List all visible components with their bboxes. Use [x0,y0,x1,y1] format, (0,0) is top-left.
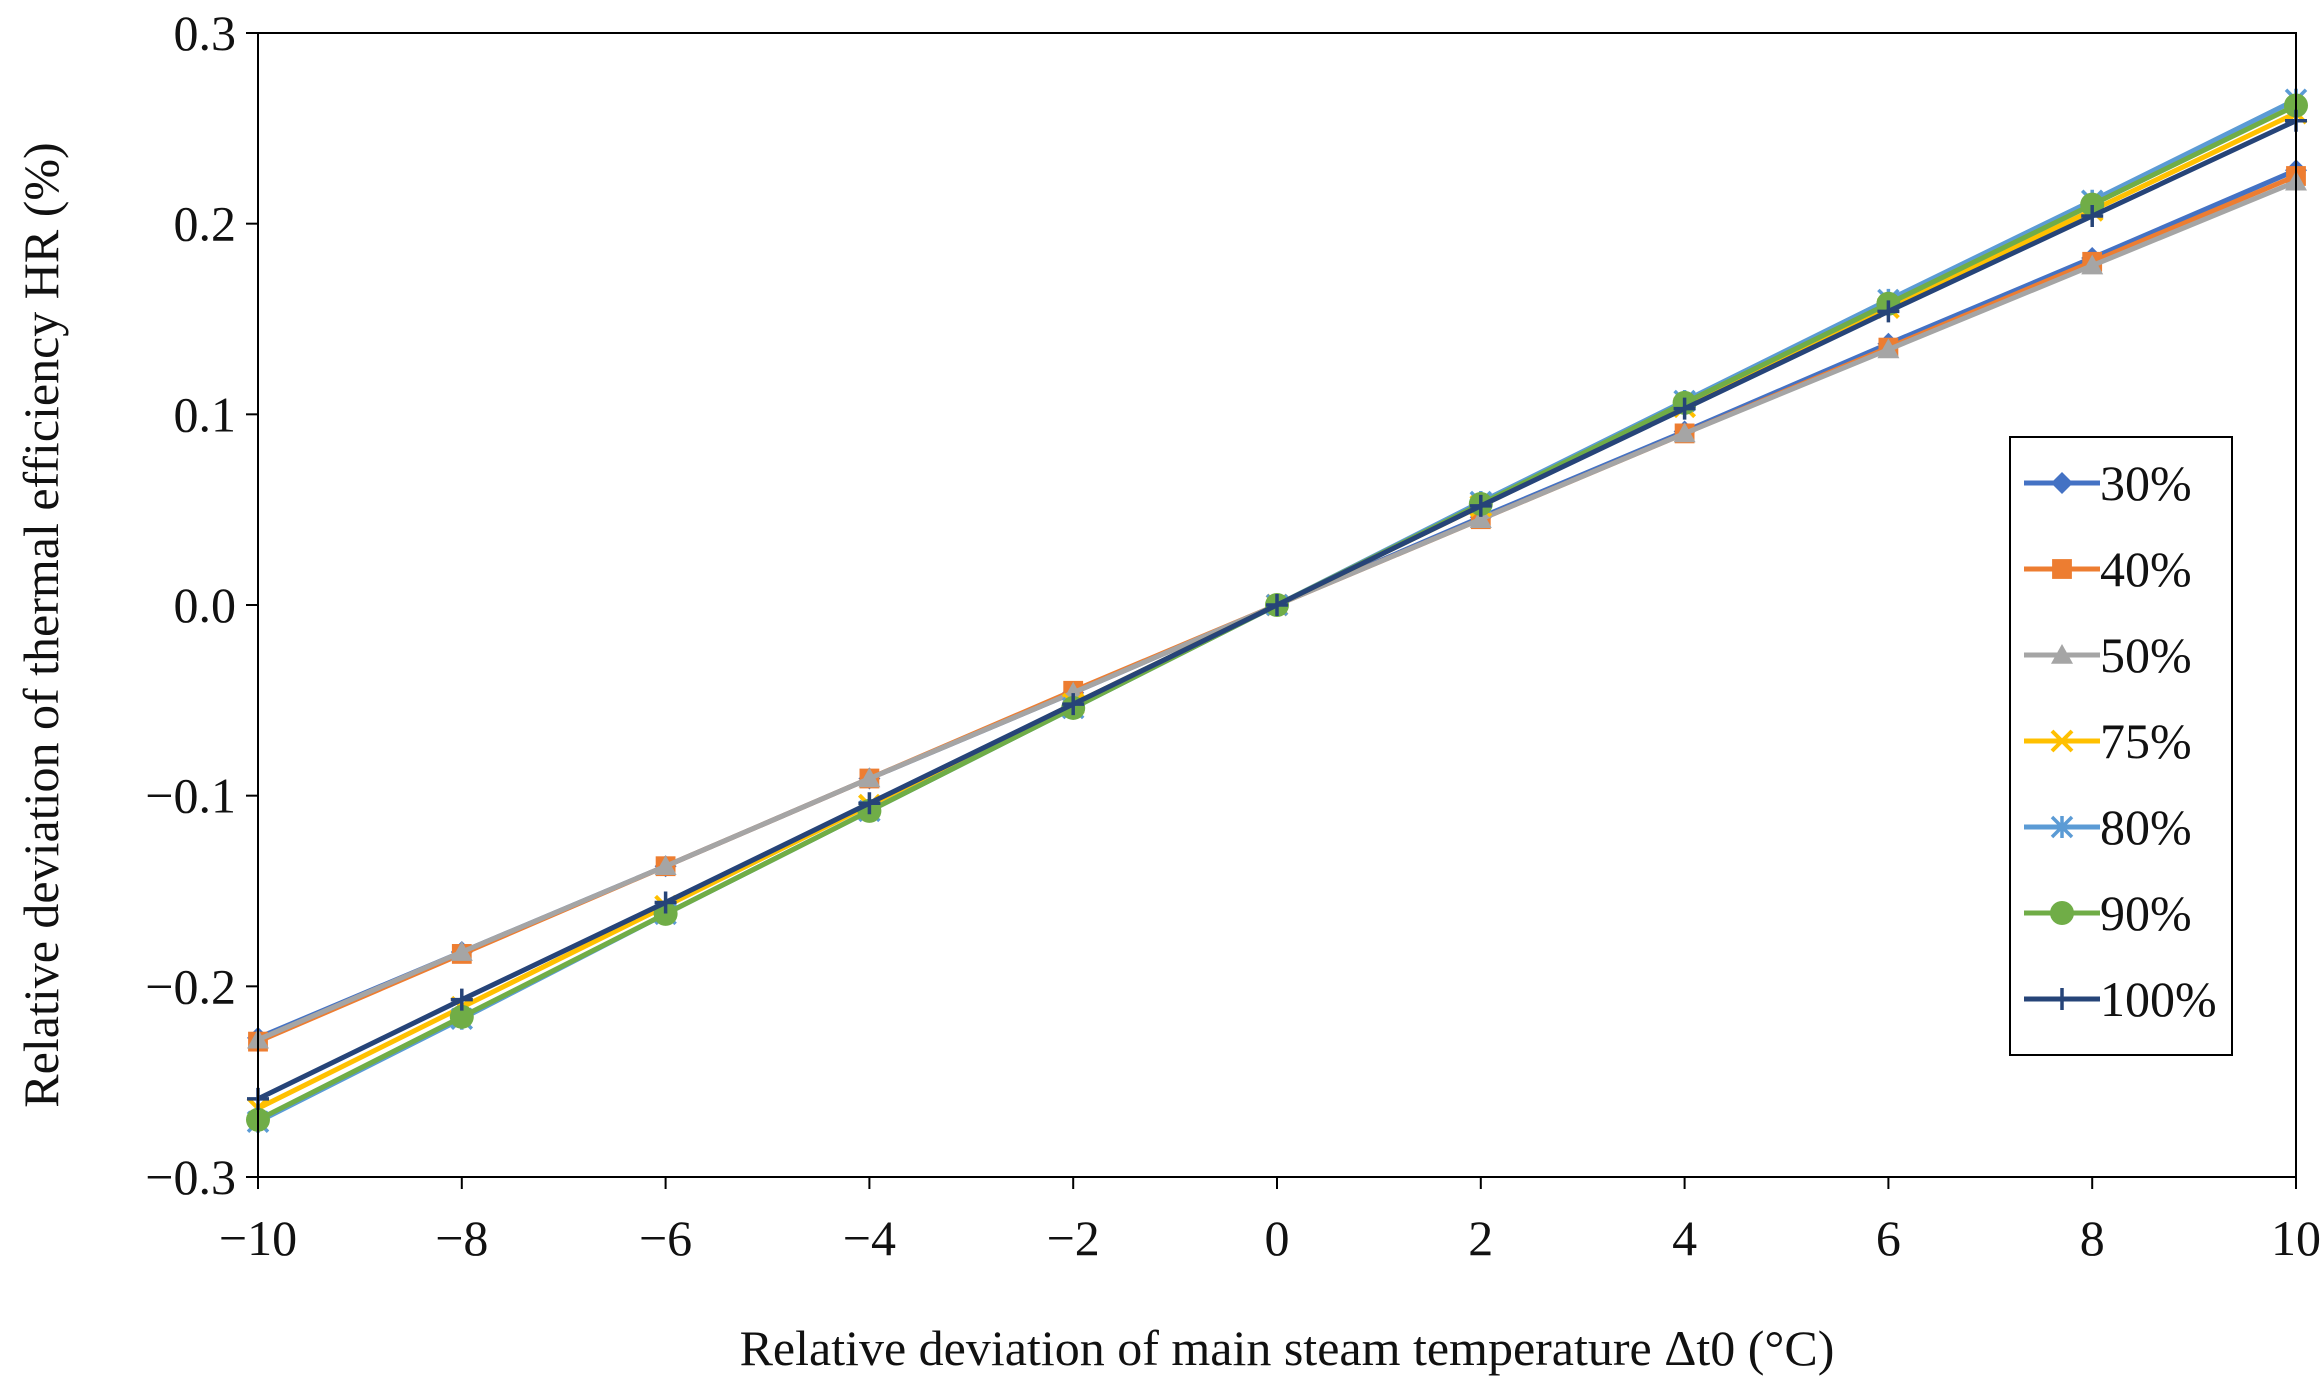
legend-label: 100% [2100,971,2217,1027]
legend-marker [2052,559,2072,579]
data-point [449,1004,474,1029]
legend-label: 50% [2100,627,2192,683]
x-tick-label: 8 [2080,1210,2105,1266]
y-tick-label: −0.1 [145,768,236,824]
axis-ticks: −10 −8 −6 −4 −2 0 2 4 6 8 10 −0.3 −0.2 −0.1 0.0 0.1 0.2 0… [145,5,2321,1266]
data-point [1673,397,1696,420]
legend-item: 100% [2024,971,2217,1027]
y-tick-label: 0.1 [174,386,237,442]
x-tick-label: −4 [843,1210,896,1266]
legend-marker [2051,472,2073,494]
x-tick-label: −6 [639,1210,692,1266]
data-point [1673,422,1696,443]
data-point [1877,338,1900,359]
x-tick-label: 4 [1672,1210,1697,1266]
x-tick-label: 2 [1468,1210,1493,1266]
legend-label: 40% [2100,541,2192,597]
data-point [858,767,881,788]
legend-marker [2051,644,2073,664]
data-point [654,891,677,914]
series-layer [246,88,2308,1133]
data-point [1266,594,1288,616]
legend-item: 30% [2024,455,2192,511]
legend-marker [2051,988,2073,1010]
legend-marker [2050,729,2074,753]
x-tick-label: −2 [1047,1210,1100,1266]
legend-marker [2050,901,2074,925]
data-point [450,941,473,961]
legend-item: 40% [2024,541,2192,597]
legend-box [2009,436,2233,1056]
data-point [858,792,881,815]
data-point [1469,508,1492,528]
x-tick-label: −10 [219,1210,297,1266]
data-point [654,855,677,876]
legend-label: 30% [2100,455,2192,511]
y-tick-label: −0.2 [145,958,236,1014]
x-axis-title: Relative deviation of main steam tempera… [740,1320,1835,1376]
data-point [1877,300,1900,323]
x-tick-label: 0 [1265,1210,1290,1266]
legend-item: 80% [2024,799,2192,855]
legend-item: 90% [2024,885,2192,941]
legend: 30% 40% 50% 75% 80% 90% 100% [2009,436,2233,1056]
legend-label: 75% [2100,713,2192,769]
x-tick-label: 6 [1876,1210,1901,1266]
y-axis-title: Relative deviation of thermal efficiency… [13,142,69,1107]
x-tick-label: −8 [435,1210,488,1266]
x-tick-label: 10 [2271,1210,2321,1266]
legend-item: 50% [2024,627,2192,683]
legend-marker [2050,815,2074,839]
data-point [2081,254,2104,275]
y-tick-label: −0.3 [145,1149,236,1205]
data-point [2081,205,2104,228]
y-tick-label: 0.3 [174,5,237,61]
y-tick-label: 0.2 [174,196,237,252]
legend-label: 80% [2100,799,2192,855]
data-point [450,988,473,1011]
data-point [1469,494,1492,517]
data-point [1062,693,1085,716]
legend-label: 90% [2100,885,2192,941]
y-tick-label: 0.0 [174,577,237,633]
legend-item: 75% [2024,713,2192,769]
